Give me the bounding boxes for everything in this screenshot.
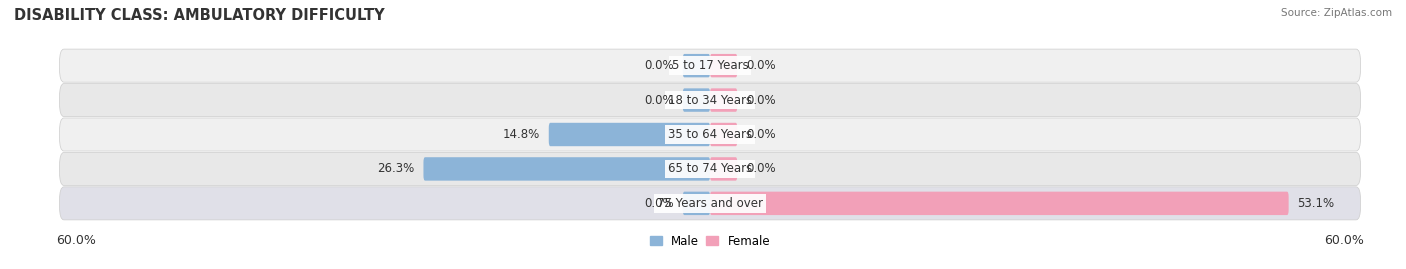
Text: 35 to 64 Years: 35 to 64 Years xyxy=(668,128,752,141)
FancyBboxPatch shape xyxy=(710,88,737,112)
Text: 0.0%: 0.0% xyxy=(747,94,776,107)
Text: 18 to 34 Years: 18 to 34 Years xyxy=(668,94,752,107)
Text: 14.8%: 14.8% xyxy=(503,128,540,141)
FancyBboxPatch shape xyxy=(710,192,1289,215)
Text: 0.0%: 0.0% xyxy=(747,59,776,72)
FancyBboxPatch shape xyxy=(548,123,710,146)
Text: 60.0%: 60.0% xyxy=(1324,234,1364,247)
Text: 65 to 74 Years: 65 to 74 Years xyxy=(668,162,752,175)
FancyBboxPatch shape xyxy=(710,123,737,146)
FancyBboxPatch shape xyxy=(710,54,737,77)
FancyBboxPatch shape xyxy=(59,118,1361,151)
Text: DISABILITY CLASS: AMBULATORY DIFFICULTY: DISABILITY CLASS: AMBULATORY DIFFICULTY xyxy=(14,8,385,23)
FancyBboxPatch shape xyxy=(710,157,737,181)
Text: 0.0%: 0.0% xyxy=(747,162,776,175)
Text: 53.1%: 53.1% xyxy=(1298,197,1334,210)
FancyBboxPatch shape xyxy=(59,49,1361,82)
Text: 75 Years and over: 75 Years and over xyxy=(657,197,763,210)
Text: 60.0%: 60.0% xyxy=(56,234,96,247)
Text: Source: ZipAtlas.com: Source: ZipAtlas.com xyxy=(1281,8,1392,18)
FancyBboxPatch shape xyxy=(59,153,1361,185)
FancyBboxPatch shape xyxy=(59,187,1361,220)
Text: 0.0%: 0.0% xyxy=(644,197,673,210)
Text: 0.0%: 0.0% xyxy=(747,128,776,141)
Text: 5 to 17 Years: 5 to 17 Years xyxy=(672,59,748,72)
Text: 0.0%: 0.0% xyxy=(644,94,673,107)
FancyBboxPatch shape xyxy=(683,192,710,215)
FancyBboxPatch shape xyxy=(683,88,710,112)
FancyBboxPatch shape xyxy=(59,84,1361,116)
Text: 26.3%: 26.3% xyxy=(377,162,415,175)
Text: 0.0%: 0.0% xyxy=(644,59,673,72)
FancyBboxPatch shape xyxy=(423,157,710,181)
FancyBboxPatch shape xyxy=(683,54,710,77)
Legend: Male, Female: Male, Female xyxy=(645,230,775,253)
